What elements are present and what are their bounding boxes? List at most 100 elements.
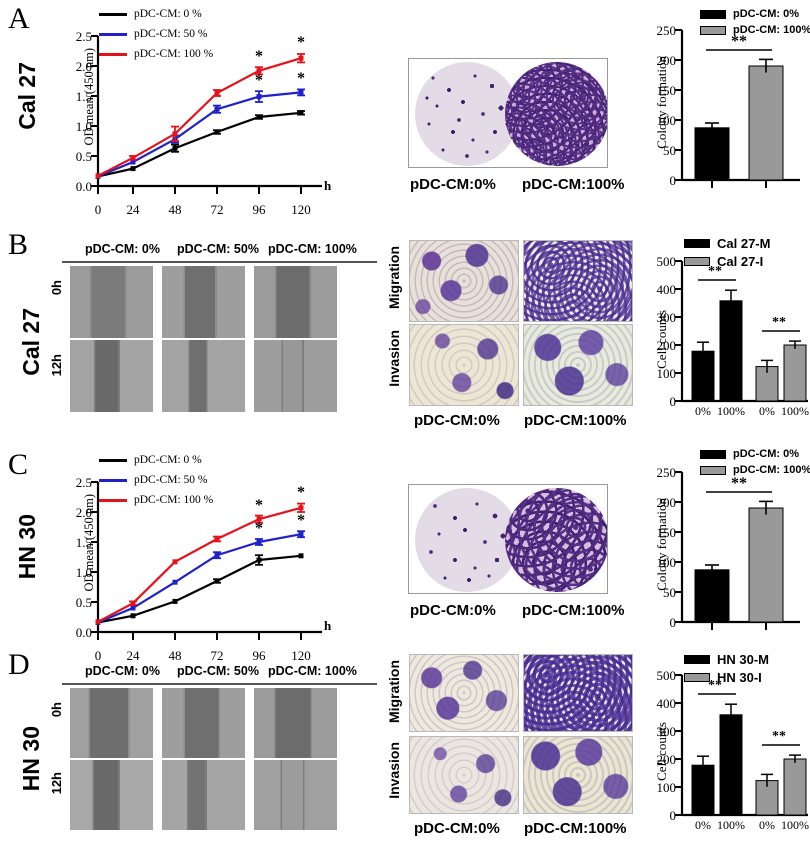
legend-label: pDC-CM: 0 % (134, 8, 202, 20)
legend-item: pDC-CM: 0% (700, 8, 810, 20)
legend-label: HN 30-I (717, 670, 762, 685)
x-tick: 100% (717, 818, 745, 832)
panel-d-transwell-caption-left: pDC-CM:0% (414, 820, 500, 837)
legend-swatch-black (684, 655, 710, 664)
panel-a-growth-chart: OD mean (450 nm) pDC-CM: 0 % pDC-CM: 50 … (44, 6, 344, 221)
y-tick: 150 (656, 525, 677, 540)
panel-d-col-header-2: pDC-CM: 100% (268, 664, 357, 678)
legend-swatch-gray (684, 257, 710, 266)
x-tick: 0% (759, 404, 775, 418)
panel-d-invasion-label: Invasion (386, 742, 402, 799)
panel-c-letter: C (8, 448, 29, 481)
panel-c: C HN 30 OD mean (450 nm) pDC-CM: 0 % pDC… (0, 446, 810, 671)
panel-c-colony-legend: pDC-CM: 0% pDC-CM: 100% (700, 448, 810, 476)
significance-marker: ** (731, 475, 747, 492)
transwell-migration-control (409, 654, 519, 732)
transwell-invasion-treated (523, 324, 633, 406)
panel-b-counts-chart: Cell counts Cal 27-M Cal 27-I 500 400 30… (640, 232, 810, 447)
panel-b-col-header-1: pDC-CM: 50% (177, 242, 259, 256)
panel-d-header-rule (62, 683, 377, 685)
panel-a-cellline-label: Cal 27 (14, 62, 40, 130)
panel-c-colony-images (408, 484, 608, 594)
y-tick: 0.5 (75, 595, 92, 610)
y-tick: 50 (663, 585, 676, 600)
panel-c-growth-plot (91, 481, 322, 640)
significance-marker: * (255, 497, 263, 514)
panel-c-growth-legend: pDC-CM: 0 % pDC-CM: 50 % pDC-CM: 100 % (99, 454, 213, 506)
colony-plate-treated (505, 62, 607, 166)
panel-d-transwell-caption-right: pDC-CM:100% (524, 820, 627, 837)
significance-marker: * (297, 512, 305, 529)
panel-c-growth-chart: OD mean (450 nm) pDC-CM: 0 % pDC-CM: 50 … (44, 452, 344, 667)
transwell-migration-treated (523, 240, 633, 322)
x-tick: 0 (94, 648, 102, 663)
y-tick: 200 (656, 338, 677, 353)
panel-d-counts-chart: Cell counts HN 30-M HN 30-I 500 400 300 … (640, 650, 810, 850)
panel-b-invasion-label: Invasion (386, 330, 402, 387)
scratch-image-12h-1 (162, 760, 245, 830)
x-tick: 72 (210, 648, 224, 663)
legend-label: Cal 27-I (717, 254, 764, 269)
y-tick: 2.5 (75, 29, 92, 44)
panel-a-colony-legend: pDC-CM: 0% pDC-CM: 100% (700, 8, 810, 36)
scratch-image-0h-1 (162, 688, 245, 758)
legend-swatch-black (700, 449, 726, 459)
scratch-image-0h-2 (254, 266, 337, 338)
panel-c-colony-plot (675, 471, 800, 630)
colony-plate-control (415, 62, 519, 166)
panel-b-time-label-12h: 12h (49, 354, 64, 377)
x-tick: 0% (695, 818, 711, 832)
legend-item: HN 30-M (684, 652, 769, 667)
panel-a-x-axis-title: h (324, 178, 332, 193)
legend-line-blue (99, 478, 127, 482)
y-tick: 0 (669, 173, 677, 188)
panel-b: B Cal 27 pDC-CM: 0% pDC-CM: 50% pDC-CM: … (0, 228, 810, 448)
panel-b-cellline-label: Cal 27 (18, 308, 44, 376)
transwell-migration-treated (523, 654, 633, 732)
panel-d-col-header-1: pDC-CM: 50% (177, 664, 259, 678)
y-tick: 400 (656, 282, 677, 297)
y-tick: 50 (663, 143, 676, 158)
legend-item: pDC-CM: 100% (700, 464, 810, 476)
panel-c-plate-caption-right: pDC-CM:100% (522, 602, 625, 619)
significance-marker: ** (708, 264, 722, 279)
significance-marker: * (255, 520, 263, 537)
x-tick: 96 (252, 648, 266, 663)
panel-a-colony-images (408, 58, 608, 168)
y-tick: 500 (656, 254, 677, 269)
x-tick: 24 (126, 648, 140, 663)
panel-b-migration-label: Migration (386, 246, 402, 309)
legend-label: pDC-CM: 100 % (134, 48, 214, 60)
y-tick: 0.0 (75, 625, 92, 640)
panel-a-letter: A (8, 2, 30, 35)
significance-marker: * (297, 70, 305, 87)
legend-item: pDC-CM: 100% (700, 24, 810, 36)
colony-plate-treated (505, 488, 607, 592)
transwell-invasion-control (409, 324, 519, 406)
panel-a-plate-caption-right: pDC-CM:100% (522, 176, 625, 193)
panel-d-time-label-0h: 0h (49, 702, 64, 718)
panel-b-col-header-2: pDC-CM: 100% (268, 242, 357, 256)
panel-b-header-rule (62, 261, 377, 263)
legend-label: pDC-CM: 100% (733, 464, 810, 476)
y-tick: 250 (656, 465, 677, 480)
y-tick: 500 (656, 668, 677, 683)
panel-b-counts-legend: Cal 27-M Cal 27-I (684, 236, 770, 269)
y-tick: 200 (656, 752, 677, 767)
scratch-image-12h-2 (254, 340, 337, 412)
panel-a-colony-plot (675, 29, 800, 188)
panel-d: D HN 30 pDC-CM: 0% pDC-CM: 50% pDC-CM: 1… (0, 650, 810, 850)
legend-swatch-black (700, 9, 726, 19)
panel-d-cellline-label: HN 30 (18, 726, 44, 792)
panel-c-plate-caption-left: pDC-CM:0% (410, 602, 496, 619)
panel-d-col-header-0: pDC-CM: 0% (85, 664, 160, 678)
legend-line-red (99, 52, 127, 56)
significance-marker: * (255, 72, 263, 89)
panel-b-transwell-caption-right: pDC-CM:100% (524, 412, 627, 429)
x-tick: 0% (759, 818, 775, 832)
scratch-image-12h-2 (254, 760, 337, 830)
y-tick: 400 (656, 696, 677, 711)
panel-d-letter: D (8, 648, 30, 681)
x-tick: 100% (781, 818, 809, 832)
x-tick: 24 (126, 202, 140, 217)
